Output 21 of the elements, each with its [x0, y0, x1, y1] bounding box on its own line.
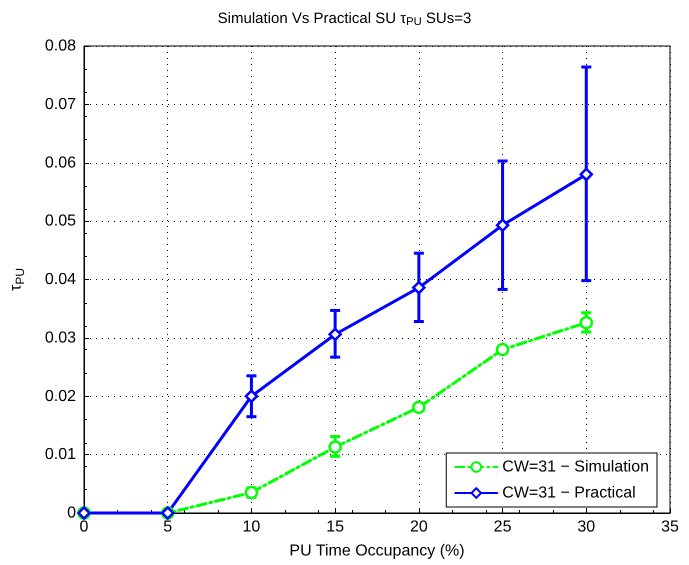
- x-tick-label: 25: [494, 518, 512, 536]
- y-axis-title: τPU: [8, 268, 27, 291]
- x-tick-label: 10: [242, 518, 260, 536]
- x-tick-label: 20: [410, 518, 428, 536]
- x-tick-label: 15: [326, 518, 344, 536]
- x-tick-label: 0: [80, 518, 89, 536]
- legend-label: CW=31 − Simulation: [502, 458, 649, 476]
- y-tick-label: 0.02: [44, 388, 76, 405]
- y-tick-label: 0.06: [44, 154, 76, 172]
- y-tick-label: 0.05: [44, 212, 76, 230]
- y-tick-label: 0.08: [44, 38, 76, 54]
- x-tick-label: 30: [577, 518, 596, 536]
- x-tick-label: 5: [163, 518, 172, 536]
- y-tick-label: 0.01: [44, 446, 76, 464]
- x-axis-title: PU Time Occupancy (%): [289, 542, 465, 560]
- y-tick-label: 0.03: [44, 329, 76, 346]
- y-tick-label: 0: [67, 504, 76, 522]
- y-tick-label: 0.04: [44, 271, 76, 288]
- y-tick-label: 0.07: [44, 96, 76, 113]
- legend-label: CW=31 − Practical: [502, 484, 636, 502]
- x-tick-label: 35: [661, 518, 679, 536]
